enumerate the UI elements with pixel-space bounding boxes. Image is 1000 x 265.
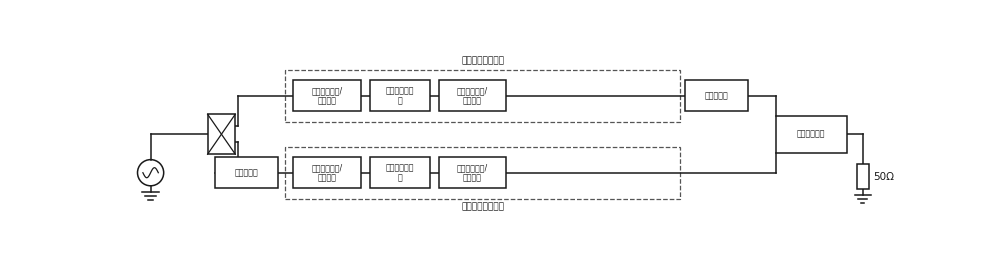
- Bar: [776, 116, 847, 153]
- Bar: [370, 157, 430, 188]
- Text: 相位补偿线: 相位补偿线: [234, 168, 258, 177]
- Bar: [215, 157, 278, 188]
- Text: 峰值功率放大
器: 峰值功率放大 器: [385, 163, 414, 182]
- Text: 峰值输出匹配/
偏置电路: 峰值输出匹配/ 偏置电路: [457, 163, 488, 182]
- Text: 峰值输入匹配/
偏置电路: 峰值输入匹配/ 偏置电路: [311, 163, 342, 182]
- Bar: [208, 114, 235, 154]
- Bar: [685, 80, 748, 111]
- Bar: [857, 164, 869, 189]
- Text: 载波功率放大
器: 载波功率放大 器: [385, 86, 414, 105]
- Bar: [285, 69, 680, 122]
- Text: 负载调制网络: 负载调制网络: [797, 130, 826, 139]
- Text: 载波输出匹配/
偏置电路: 载波输出匹配/ 偏置电路: [457, 86, 488, 105]
- Bar: [370, 80, 430, 111]
- Bar: [293, 157, 361, 188]
- Bar: [285, 147, 680, 199]
- Text: 载波输入匹配/
偏置电路: 载波输入匹配/ 偏置电路: [311, 86, 342, 105]
- Bar: [293, 80, 361, 111]
- Bar: [439, 80, 506, 111]
- Bar: [439, 157, 506, 188]
- Text: 峰值功率放大模块: 峰值功率放大模块: [461, 203, 504, 212]
- Text: 阻抗变换线: 阻抗变换线: [705, 91, 728, 100]
- Text: 50Ω: 50Ω: [874, 171, 895, 182]
- Text: 载波功率放大模块: 载波功率放大模块: [461, 57, 504, 66]
